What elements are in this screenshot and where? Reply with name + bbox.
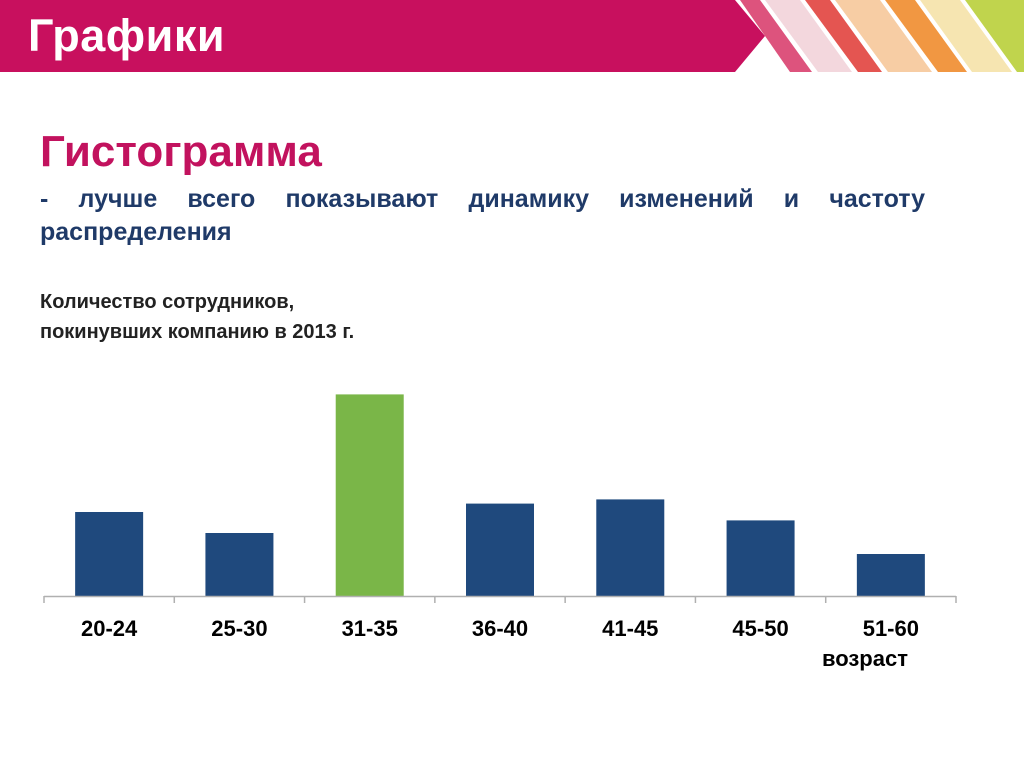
header-stripe-lime	[965, 0, 1024, 72]
header-stripe-peach	[835, 0, 932, 72]
x-tick-label: 51-60	[863, 616, 919, 641]
bar-36-40	[466, 503, 534, 596]
x-axis-label: возраст	[822, 646, 908, 671]
header-stripe-orange	[885, 0, 967, 72]
chart-title: Количество сотрудников, покинувших компа…	[40, 287, 354, 347]
slide-header: Графики	[0, 0, 1024, 72]
x-tick-label: 41-45	[602, 616, 658, 641]
x-tick-label: 31-35	[342, 616, 398, 641]
header-band	[0, 0, 1024, 72]
header-stripe-pink	[740, 0, 812, 72]
header-stripe-cream	[920, 0, 1012, 72]
slide-title: Графики	[28, 10, 226, 61]
bar-20-24	[75, 512, 144, 596]
x-tick-label: 45-50	[732, 616, 788, 641]
header-stripe-light	[765, 0, 852, 72]
histogram-chart: 20-24 25-30 31-35 36-40 41-45 45-50 51-60 возра…	[43, 394, 957, 671]
bar-45-50	[726, 520, 795, 596]
bar-31-35	[335, 394, 404, 596]
chart-title-line-2: покинувших компанию в 2013 г.	[40, 321, 355, 343]
chart-title-line-1: Количество сотрудников,	[40, 291, 295, 313]
section-heading: Гистограмма	[40, 127, 322, 176]
subtitle: - лучше всего показывают динамику измене…	[40, 185, 925, 246]
bar-41-45	[596, 499, 665, 596]
bar-25-30	[205, 533, 274, 596]
header-stripe-red	[805, 0, 882, 72]
x-tick-label: 25-30	[211, 616, 267, 641]
bar-51-60	[856, 554, 925, 596]
x-tick-label: 20-24	[81, 616, 138, 641]
x-tick-label: 36-40	[472, 616, 528, 641]
header-pink-band	[0, 0, 765, 72]
